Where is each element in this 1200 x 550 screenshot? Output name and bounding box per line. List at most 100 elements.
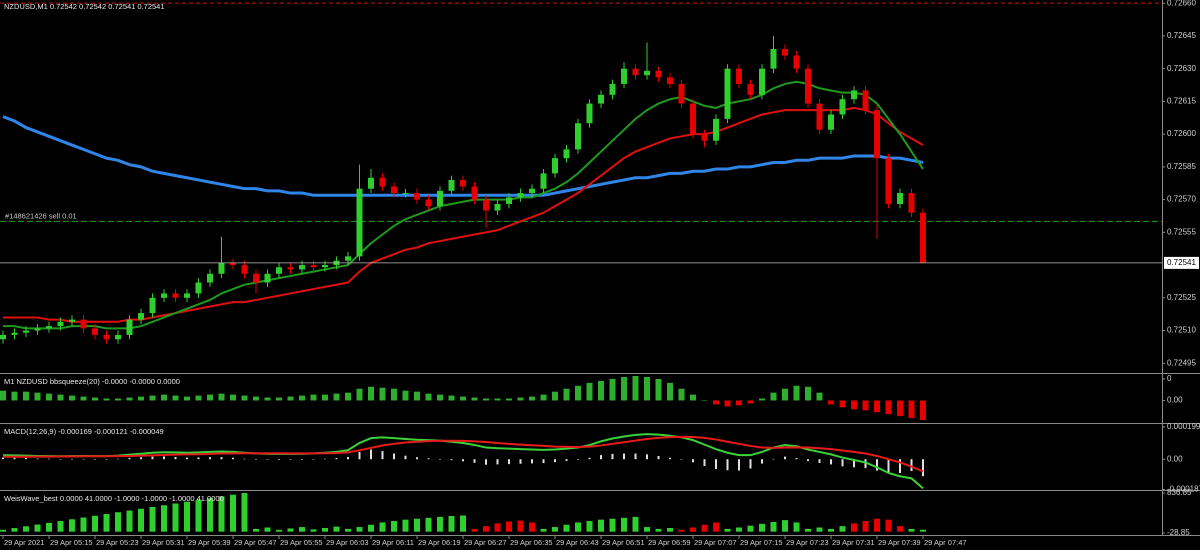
histogram-bar xyxy=(299,395,305,401)
histogram-bar xyxy=(345,528,351,532)
histogram-bar xyxy=(485,459,487,465)
histogram-bar xyxy=(333,526,340,532)
candle-body xyxy=(34,328,41,331)
candle-body xyxy=(897,193,903,204)
histogram-bar xyxy=(839,400,846,408)
histogram-bar xyxy=(782,520,788,532)
x-tick-label: 29 Apr 05:15 xyxy=(50,538,93,547)
histogram-bar xyxy=(851,400,857,410)
candle-body xyxy=(379,177,386,187)
y-tick-label: 0.72645 xyxy=(1167,31,1196,40)
candle-body xyxy=(862,90,869,111)
histogram-bar xyxy=(540,394,547,401)
histogram-bar xyxy=(287,396,294,401)
histogram-bar xyxy=(46,522,52,532)
histogram-bar xyxy=(759,523,765,532)
histogram-bar xyxy=(184,501,190,532)
x-tick-label: 29 Apr 06:11 xyxy=(372,538,414,547)
histogram-bar xyxy=(747,525,754,532)
histogram-bar xyxy=(370,449,372,460)
histogram-bar xyxy=(552,527,558,532)
histogram-bar xyxy=(920,400,926,421)
histogram-bar xyxy=(391,521,397,532)
candle-body xyxy=(506,197,512,204)
order-label: #148621426 sell 0.01 xyxy=(5,211,77,220)
histogram-bar xyxy=(80,396,87,401)
histogram-bar xyxy=(161,394,167,401)
histogram-bar xyxy=(57,521,64,532)
histogram-bar xyxy=(828,528,834,532)
candle-body xyxy=(368,177,374,189)
candle-body xyxy=(678,83,685,104)
histogram-bar xyxy=(163,456,165,460)
histogram-bar xyxy=(864,459,867,469)
y-tick-label: 0.72585 xyxy=(1167,162,1196,171)
candle-body xyxy=(437,190,443,207)
candle-body xyxy=(471,186,478,200)
histogram-bar xyxy=(11,528,18,532)
histogram-bar xyxy=(425,517,432,532)
histogram-bar xyxy=(887,459,890,473)
candle-body xyxy=(460,179,466,187)
x-tick-label: 29 Apr 05:39 xyxy=(188,538,231,547)
candle-body xyxy=(736,68,742,84)
histogram-bar xyxy=(598,380,604,401)
x-tick-label: 29 Apr 06:27 xyxy=(464,538,507,547)
candle-body xyxy=(241,265,248,274)
histogram-bar xyxy=(46,393,52,401)
histogram-bar xyxy=(508,459,510,465)
histogram-bar xyxy=(356,388,363,401)
histogram-bar xyxy=(667,382,673,401)
histogram-bar xyxy=(496,459,499,465)
histogram-bar xyxy=(126,510,133,532)
x-tick-label: 29 Apr 05:31 xyxy=(142,538,185,547)
panel-title: WeisWave_best 0.0000 41.0000 -1.0000 -1.… xyxy=(4,494,224,503)
histogram-bar xyxy=(611,453,614,460)
histogram-bar xyxy=(747,400,754,404)
histogram-bar xyxy=(632,516,639,532)
histogram-bar xyxy=(126,397,133,401)
histogram-bar xyxy=(655,528,662,532)
histogram-bar xyxy=(358,451,361,460)
histogram-bar xyxy=(94,459,96,460)
x-tick-label: 29 Apr 06:59 xyxy=(648,538,691,547)
panel-title: MACD(12,26,9) -0.000169 -0.000121 -0.000… xyxy=(4,427,164,436)
candle-body xyxy=(724,68,731,119)
candle-body xyxy=(816,103,823,130)
histogram-bar xyxy=(749,459,752,469)
x-tick-label: 29 Apr 07:47 xyxy=(924,538,967,547)
histogram-bar xyxy=(23,526,29,532)
histogram-bar xyxy=(908,528,915,532)
candle-body xyxy=(57,321,64,327)
x-tick-label: 29 Apr 07:15 xyxy=(740,538,783,547)
y-tick-label: 0.72525 xyxy=(1167,293,1196,302)
histogram-bar xyxy=(379,522,386,532)
histogram-bar xyxy=(140,457,142,460)
histogram-bar xyxy=(230,394,236,401)
candle-body xyxy=(552,158,558,174)
histogram-bar xyxy=(738,459,740,471)
histogram-bar xyxy=(542,459,545,464)
histogram-bar xyxy=(517,397,524,401)
histogram-bar xyxy=(243,458,246,460)
histogram-bar xyxy=(322,394,328,401)
histogram-bar xyxy=(460,515,466,532)
histogram-bar xyxy=(48,458,50,460)
histogram-bar xyxy=(276,397,282,401)
histogram-bar xyxy=(276,529,282,532)
histogram-bar xyxy=(920,529,926,532)
histogram-bar xyxy=(368,524,374,532)
histogram-bar xyxy=(80,517,87,532)
histogram-bar xyxy=(839,526,846,532)
histogram-bar xyxy=(416,457,418,460)
histogram-bar xyxy=(782,388,788,401)
candle-body xyxy=(218,262,225,274)
candle-body xyxy=(46,326,52,329)
candle-body xyxy=(609,83,616,95)
histogram-bar xyxy=(897,526,903,532)
y-tick-label: 0.72615 xyxy=(1167,96,1196,105)
candle-body xyxy=(310,265,317,268)
histogram-bar xyxy=(575,385,581,401)
histogram-bar xyxy=(82,458,85,460)
histogram-bar xyxy=(287,528,294,532)
